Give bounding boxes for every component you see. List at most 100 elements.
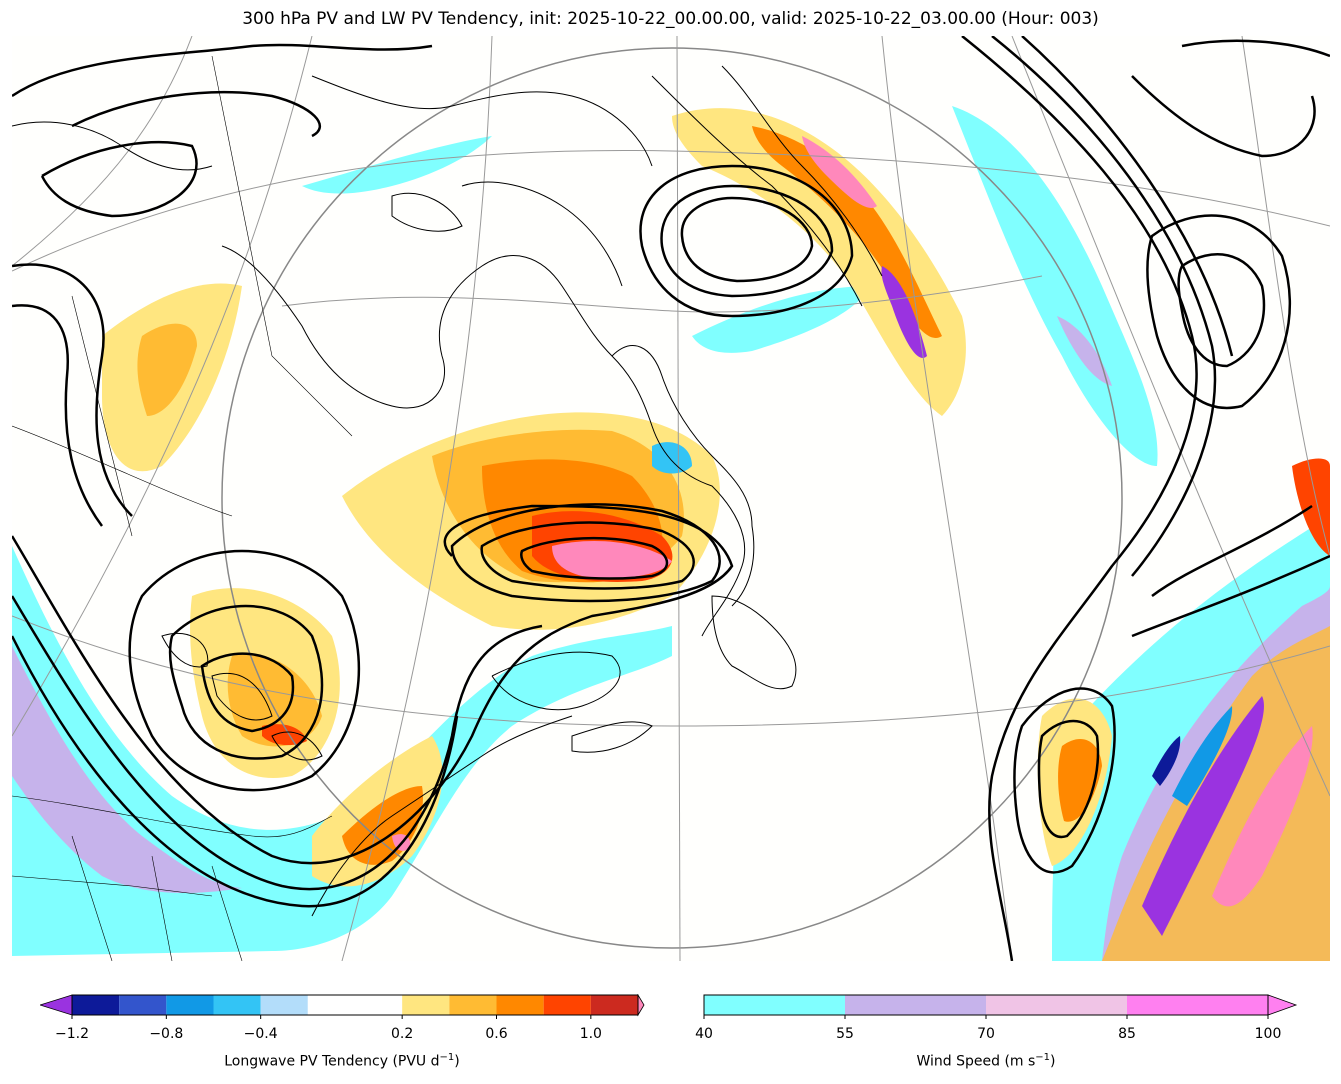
pv-contour-low-3 — [200, 652, 295, 733]
border-us-states-4 — [12, 875, 213, 897]
wind-speed-colorbar-label: Wind Speed (m s−1) — [704, 1052, 1268, 1070]
pv-tendency-tick-label: 1.0 — [579, 1026, 602, 1042]
pv-tendency-colorbar-cells — [72, 995, 638, 1015]
wind-speed-label-sup: −1 — [1035, 1052, 1051, 1063]
meridian-4 — [881, 36, 1013, 961]
pv-contour-atlantic-2 — [991, 36, 1217, 577]
pv-tendency-label-end: ) — [454, 1053, 460, 1070]
meridian-5 — [1011, 36, 1330, 797]
pv-contour-labrador-1 — [450, 503, 721, 603]
pv-contour-greenland-1 — [639, 164, 854, 318]
pv-contour-labrador-2 — [480, 521, 695, 590]
pv-tendency-tick-label: 0.2 — [391, 1026, 414, 1042]
pv-tendency-colorbar-cell — [72, 995, 120, 1015]
wind-speed-colorbar-cell — [704, 995, 845, 1015]
meridian-6 — [12, 36, 193, 267]
map-panel — [12, 36, 1330, 961]
mix-band-east-4 — [1172, 706, 1233, 806]
wind-speed-tick-label: 40 — [695, 1026, 713, 1042]
pos-band-greatlakes-2 — [227, 654, 322, 747]
pv-tendency-colorbar-cell — [402, 995, 450, 1015]
pos-band-westcanada-2 — [137, 323, 197, 416]
border-us-states-2 — [151, 855, 173, 961]
border-provinces-3 — [211, 55, 353, 437]
pv-contour-low-1 — [128, 549, 361, 792]
pv-contour-atlantic-ne-2 — [1131, 75, 1316, 158]
pv-contour-ridge-west-2 — [12, 304, 104, 527]
border-us-states-1 — [71, 835, 113, 961]
pv-tendency-colorbar-cell — [166, 995, 214, 1015]
pv-tendency-colorbar — [40, 994, 645, 1019]
border-provinces-2 — [71, 295, 133, 537]
pv-contours — [12, 36, 1330, 961]
coast-baffin — [461, 181, 623, 287]
jet-quebec — [692, 286, 872, 353]
pv-tendency-colorbar-cell — [307, 995, 403, 1015]
pv-contour-atlantic-low-2 — [1177, 253, 1266, 368]
pv-tendency-colorbar-cell — [496, 995, 544, 1015]
wind-speed-colorbar-cell — [1127, 995, 1268, 1015]
mix-band-east-5 — [1152, 736, 1181, 786]
coast-arctic-islands — [311, 75, 653, 167]
pv-tendency-colorbar-label: Longwave PV Tendency (PVU d−1) — [44, 1052, 640, 1070]
pv-tendency-colorbar-over-triangle — [637, 994, 645, 1017]
wind-speed-colorbar-ticks — [703, 1015, 1269, 1019]
pv-tendency-colorbar-cell — [260, 995, 308, 1015]
wind-speed-colorbar-cell — [986, 995, 1127, 1015]
mix-band-east-2 — [1142, 696, 1264, 936]
jet-northeast-core — [1057, 316, 1112, 386]
pos-band-labrador-east — [652, 442, 692, 474]
wind-speed-tick-label: 100 — [1254, 1026, 1282, 1042]
pv-contour-atlantic-se-1 — [1013, 687, 1116, 874]
wind-speed-tick-label: 85 — [1118, 1026, 1136, 1042]
pv-contour-arctic-2 — [40, 141, 198, 218]
coastlines — [12, 65, 883, 917]
coast-greenland-2 — [721, 65, 883, 277]
pos-band-greenland-max — [802, 136, 877, 208]
mix-band-east-3 — [1212, 726, 1313, 907]
coast-great-lakes-2 — [271, 731, 323, 761]
jet-north — [302, 136, 492, 194]
pv-tendency-colorbar-cell — [543, 995, 591, 1015]
coast-arctic-2 — [391, 192, 463, 232]
pv-contour-atlantic-low-1 — [1146, 214, 1292, 410]
pv-tendency-colorbar-frame — [71, 994, 639, 1016]
parallel-2 — [281, 275, 1043, 313]
coast-great-lakes-1 — [211, 672, 273, 721]
pos-band-greenland — [672, 108, 966, 416]
jet-southwest-core — [12, 646, 242, 893]
pv-contour-atlantic-e-1 — [1151, 504, 1313, 598]
neg-band-greenland — [881, 266, 927, 358]
pv-contour-atlantic-e-2 — [1131, 554, 1330, 638]
pv-contour-arctic-3 — [71, 91, 321, 138]
pos-band-labrador-max — [552, 541, 672, 578]
pv-contour-labrador-3 — [520, 536, 669, 580]
pv-contour-atlantic-3 — [1021, 36, 1234, 357]
pos-band-atlantic-2 — [1058, 738, 1102, 822]
graticule — [12, 36, 1330, 961]
pv-contour-trough-2 — [12, 595, 543, 891]
coast-nova-scotia — [571, 721, 653, 753]
pv-tendency-tick-label: −1.2 — [55, 1026, 89, 1042]
pv-tendency-colorbar-cell — [590, 995, 638, 1015]
parallel-3 — [12, 615, 1330, 727]
pv-tendency-colorbar-under-triangle — [40, 994, 73, 1016]
coast-labrador — [611, 345, 755, 607]
pv-tendency-tick-label: 0.6 — [485, 1026, 508, 1042]
wind-speed-colorbar-cell — [845, 995, 986, 1015]
coast-newfoundland — [711, 595, 797, 690]
pv-tendency-colorbar-cell — [213, 995, 261, 1015]
wind-speed-label-text: Wind Speed (m s — [916, 1053, 1036, 1070]
coast-atlantic-us — [311, 715, 573, 917]
wind-speed-colorbar — [703, 994, 1298, 1019]
pv-contour-atlantic-se-2 — [1037, 719, 1100, 839]
meridian-3 — [12, 36, 313, 737]
wind-speed-label-end: ) — [1050, 1053, 1056, 1070]
coast-greenland — [651, 75, 863, 307]
wind-speed-tick-label: 55 — [836, 1026, 854, 1042]
meridian-2 — [341, 36, 493, 961]
pv-contour-greenland-3 — [680, 196, 814, 283]
pv-tendency-colorbar-cell — [119, 995, 167, 1015]
pv-tendency-label-sup: −1 — [439, 1052, 455, 1063]
wind-speed-tick-label: 70 — [977, 1026, 995, 1042]
